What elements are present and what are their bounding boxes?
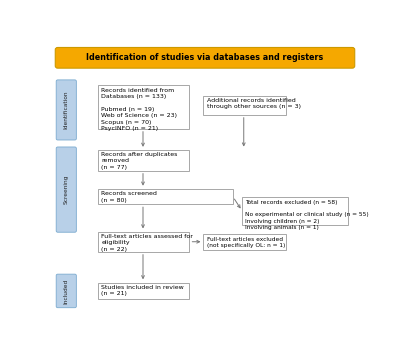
Text: Full-text articles assessed for
eligibility
(n = 22): Full-text articles assessed for eligibil… xyxy=(101,234,193,252)
FancyBboxPatch shape xyxy=(55,48,355,68)
Bar xyxy=(204,234,286,250)
Bar xyxy=(98,232,190,252)
Text: Records after duplicates
removed
(n = 77): Records after duplicates removed (n = 77… xyxy=(101,152,178,170)
Bar xyxy=(204,96,286,115)
Text: Full-text articles excluded
(not specifically OL: n = 1): Full-text articles excluded (not specifi… xyxy=(206,237,285,248)
Bar xyxy=(98,150,190,171)
FancyBboxPatch shape xyxy=(56,80,76,140)
Bar xyxy=(98,282,190,299)
Text: Total records excluded (n = 58)

No experimental or clinical study (n = 55)
Invo: Total records excluded (n = 58) No exper… xyxy=(245,200,369,230)
Text: Identification of studies via databases and registers: Identification of studies via databases … xyxy=(86,53,324,62)
Bar xyxy=(98,86,190,129)
Text: Identification: Identification xyxy=(64,91,69,129)
Text: Included: Included xyxy=(64,278,69,303)
Text: Records screened
(n = 80): Records screened (n = 80) xyxy=(101,191,157,203)
Text: Records identified from
Databases (n = 133)

Pubmed (n = 19)
Web of Science (n =: Records identified from Databases (n = 1… xyxy=(101,88,177,131)
FancyBboxPatch shape xyxy=(56,274,76,308)
Text: Screening: Screening xyxy=(64,175,69,204)
Text: Additional records identified
through other sources (n = 3): Additional records identified through ot… xyxy=(206,98,300,110)
Bar xyxy=(242,197,348,225)
Text: Studies included in review
(n = 21): Studies included in review (n = 21) xyxy=(101,285,184,296)
FancyBboxPatch shape xyxy=(56,147,76,232)
Bar xyxy=(98,189,233,204)
